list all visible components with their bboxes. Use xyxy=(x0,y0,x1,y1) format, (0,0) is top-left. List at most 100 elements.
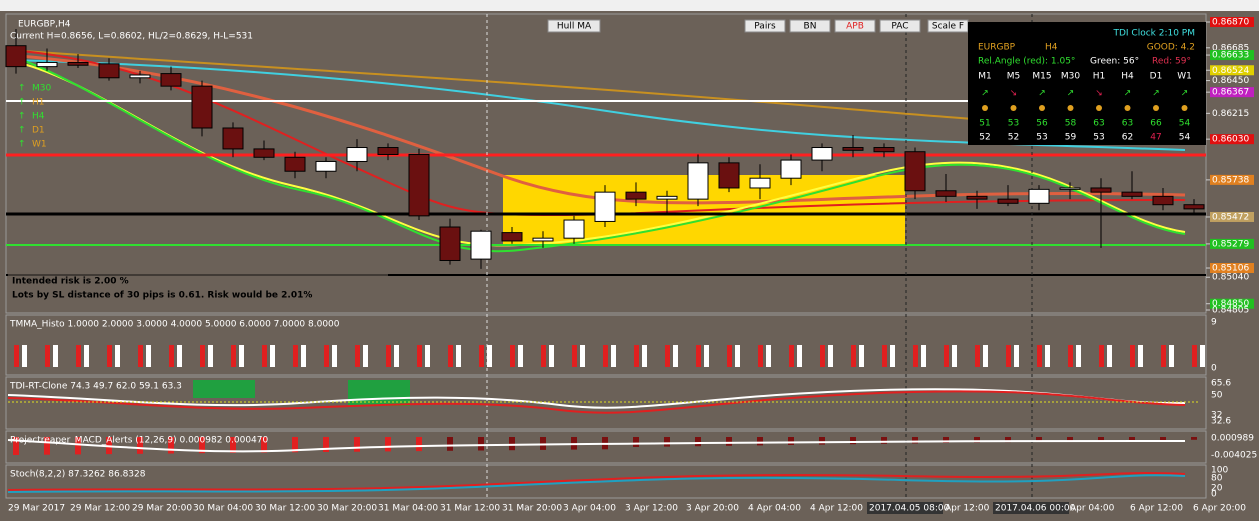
time-label: 2017.04.05 08:00 xyxy=(869,504,950,514)
macd-bar xyxy=(788,437,794,445)
tmma-block xyxy=(231,345,236,367)
candle-body xyxy=(780,159,802,179)
candle-body xyxy=(160,73,182,87)
toolbar-button[interactable] xyxy=(744,19,786,33)
toolbar-button[interactable] xyxy=(547,19,601,33)
y-tick-label: 0.86450 xyxy=(1212,76,1249,86)
time-label: 29 Mar 20:00 xyxy=(132,504,192,514)
tdi-timeframe: M15 xyxy=(1032,72,1051,82)
tmma-block xyxy=(355,345,360,367)
y-tick-label: 0.86367 xyxy=(1212,88,1249,98)
tdi-dot xyxy=(1010,105,1017,111)
timeframe-label: M30 xyxy=(32,84,51,94)
tmma-panel xyxy=(5,314,1207,376)
tdi-red-value: 47 xyxy=(1150,133,1161,143)
tmma-block xyxy=(1099,345,1104,367)
candle-body xyxy=(1183,204,1205,210)
stoch-main xyxy=(7,472,1186,491)
macd-bar xyxy=(819,437,825,445)
macd-bar xyxy=(1129,437,1135,441)
candle-body xyxy=(253,148,275,158)
button-label[interactable]: APB xyxy=(846,22,864,32)
tmma-block xyxy=(200,345,205,367)
tmma-block xyxy=(1161,345,1166,367)
macd-bar xyxy=(1160,437,1166,441)
tmma-block xyxy=(820,345,825,367)
macd-bar xyxy=(416,437,422,452)
tdi-dot xyxy=(1124,105,1131,111)
tmma-block xyxy=(332,345,337,367)
tdi-timeframe: M1 xyxy=(978,72,992,82)
tdi-timeframe: M5 xyxy=(1007,72,1021,82)
macd-bar xyxy=(509,437,515,451)
toolbar-button[interactable] xyxy=(789,19,831,33)
tdi-red-value: 52 xyxy=(1008,133,1019,143)
time-highlight xyxy=(993,502,1069,514)
button-label[interactable]: Pairs xyxy=(754,22,776,32)
macd-bar xyxy=(478,437,484,451)
panel-title: TDI-RT-Clone 74.3 49.7 62.0 59.1 63.3 xyxy=(9,382,182,392)
tmma-block xyxy=(115,345,120,367)
candle-body xyxy=(191,85,213,129)
macd-bar xyxy=(447,437,453,451)
time-label: 6 Apr 12:00 xyxy=(1130,504,1183,514)
price-label-bg xyxy=(1210,238,1254,249)
time-label: 30 Mar 20:00 xyxy=(317,504,377,514)
timeframe-labels: M30 ↑ H1 ↑ H4 ↑ D1 ↑ W1 ↑ xyxy=(18,84,51,150)
tmma-block xyxy=(665,345,670,367)
tmma-block xyxy=(394,345,399,367)
timeframe-label: D1 xyxy=(32,126,45,136)
tdi-line xyxy=(7,390,1186,414)
tmma-block xyxy=(386,345,391,367)
toolbar-button[interactable] xyxy=(834,19,876,33)
button-label[interactable]: Scale F xyxy=(932,22,964,32)
tmma-block xyxy=(673,345,678,367)
tmma-block xyxy=(1169,345,1174,367)
tmma-block xyxy=(704,345,709,367)
info-line: Current H=0.8656, L=0.8602, HL/2=0.8629,… xyxy=(10,32,253,42)
tdi-timeframe: H4 xyxy=(1121,72,1134,82)
tmma-block xyxy=(301,345,306,367)
panel-scale-label: 32.6 xyxy=(1211,417,1231,427)
macd-bar xyxy=(1005,437,1011,443)
candle-body xyxy=(1059,187,1081,190)
tmma-block xyxy=(1130,345,1135,367)
price-label-bg xyxy=(1210,65,1254,76)
tmma-block xyxy=(363,345,368,367)
macd-bar xyxy=(44,437,50,455)
toolbar-button[interactable] xyxy=(879,19,921,33)
candles xyxy=(5,28,1205,269)
macd-bar xyxy=(1036,437,1042,442)
tdi-timeframe: M30 xyxy=(1061,72,1080,82)
macd-bar xyxy=(137,437,143,454)
y-tick-label: 0.86215 xyxy=(1212,109,1249,119)
tmma-block xyxy=(14,345,19,367)
macd-signal xyxy=(7,439,1186,453)
tmma-block xyxy=(890,345,895,367)
tdi-green-value: 54 xyxy=(1179,119,1191,129)
button-label[interactable]: Hull MA xyxy=(557,22,592,32)
main-panel xyxy=(5,13,1207,314)
tmma-block xyxy=(642,345,647,367)
macd-bar xyxy=(664,437,670,447)
candle-body xyxy=(470,230,492,260)
tmma-block xyxy=(518,345,523,367)
panel-title: Projectreaper_MACD_Alerts (12,26,9) 0.00… xyxy=(10,436,269,446)
button-label[interactable]: PAC xyxy=(891,22,908,32)
price-label-bg xyxy=(1210,298,1254,309)
time-axis: 29 Mar 2017 29 Mar 12:00 29 Mar 20:00 30 Ma… xyxy=(8,502,1246,514)
panel-scale-label: 100 xyxy=(1211,466,1228,476)
time-label: Apr 04:00 xyxy=(1070,504,1115,514)
tmma-block xyxy=(944,345,949,367)
candle-body xyxy=(873,147,895,153)
time-label: 3 Apr 12:00 xyxy=(625,504,678,514)
time-label: 3 Apr 04:00 xyxy=(563,504,616,514)
macd-bar xyxy=(633,437,639,447)
tdi-green-value: 66 xyxy=(1150,119,1162,129)
candle-body xyxy=(1090,187,1112,193)
tmma-block xyxy=(270,345,275,367)
panel-labels: TMMA_Histo 1.0000 2.0000 3.0000 4.0000 5… xyxy=(9,318,1257,500)
button-label[interactable]: BN xyxy=(804,22,817,32)
